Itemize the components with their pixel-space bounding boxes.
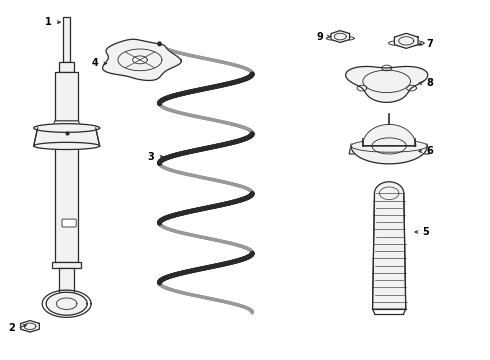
Polygon shape [351, 140, 427, 152]
Polygon shape [52, 121, 81, 128]
Polygon shape [394, 33, 418, 48]
Polygon shape [55, 146, 78, 262]
Polygon shape [46, 292, 87, 315]
Polygon shape [55, 72, 78, 121]
Text: 6: 6 [426, 146, 433, 156]
Text: 3: 3 [148, 152, 154, 162]
Text: 4: 4 [91, 58, 98, 68]
Text: 9: 9 [317, 32, 323, 41]
Text: 5: 5 [422, 227, 429, 237]
Text: 1: 1 [45, 17, 52, 27]
FancyBboxPatch shape [62, 219, 76, 227]
Polygon shape [21, 320, 39, 332]
Polygon shape [34, 142, 99, 149]
Polygon shape [59, 62, 74, 72]
Polygon shape [345, 67, 428, 102]
Polygon shape [363, 125, 416, 146]
Polygon shape [52, 262, 81, 268]
Polygon shape [372, 193, 406, 309]
Polygon shape [374, 182, 404, 193]
Polygon shape [34, 124, 99, 132]
Polygon shape [59, 268, 74, 293]
Polygon shape [326, 36, 354, 41]
Polygon shape [351, 146, 427, 164]
Polygon shape [63, 17, 70, 62]
Polygon shape [389, 40, 424, 46]
Text: 2: 2 [8, 324, 15, 333]
Polygon shape [102, 39, 181, 80]
Polygon shape [349, 144, 429, 154]
Polygon shape [34, 128, 99, 146]
Polygon shape [331, 31, 349, 42]
Text: 8: 8 [426, 78, 433, 88]
Text: 7: 7 [426, 39, 433, 49]
